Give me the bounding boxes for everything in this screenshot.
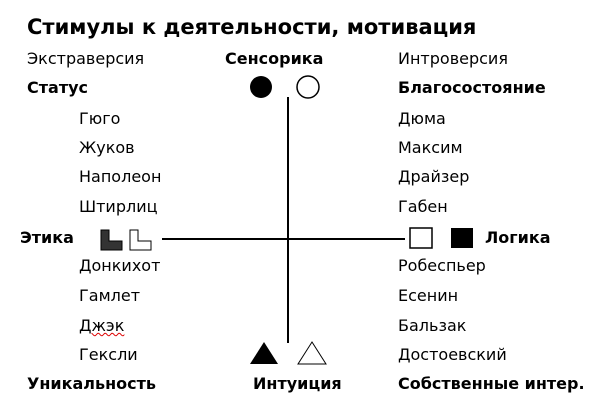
filled-l-shape-icon: [100, 229, 123, 251]
sensorics-label: Сенсорика: [225, 49, 324, 68]
list-item: Достоевский: [398, 345, 507, 364]
empty-l-shape-icon: [129, 229, 152, 251]
list-item: Драйзер: [398, 167, 470, 186]
filled-triangle-icon: [250, 342, 278, 364]
list-item: Робеспьер: [398, 256, 486, 275]
filled-square-icon: [451, 228, 473, 248]
horizontal-axis-line: [162, 238, 405, 240]
list-item: Наполеон: [79, 167, 162, 186]
list-item: Донкихот: [79, 256, 161, 275]
ethics-label: Этика: [20, 228, 74, 247]
list-item: Джэк: [79, 316, 125, 335]
list-item: Штирлиц: [79, 197, 158, 216]
filled-circle-icon: [250, 76, 272, 98]
empty-square-icon: [409, 227, 433, 249]
own-interests-label: Собственные интер.: [398, 374, 585, 393]
status-label: Статус: [27, 78, 88, 97]
intuition-label: Интуиция: [253, 374, 342, 393]
wellbeing-label: Благосостояние: [398, 78, 546, 97]
uniqueness-label: Уникальность: [27, 374, 157, 393]
list-item: Максим: [398, 138, 463, 157]
list-item: Есенин: [398, 286, 459, 305]
list-item: Гексли: [79, 345, 138, 364]
list-item: Бальзак: [398, 316, 467, 335]
list-item: Гамлет: [79, 286, 141, 305]
extraversion-label: Экстраверсия: [27, 49, 145, 68]
logic-label: Логика: [485, 228, 551, 247]
empty-circle-icon: [296, 75, 320, 99]
list-item: Габен: [398, 197, 448, 216]
list-item: Дюма: [398, 109, 446, 128]
list-item: Жуков: [79, 138, 135, 157]
introversion-label: Интроверсия: [398, 49, 508, 68]
diagram-title: Стимулы к деятельности, мотивация: [27, 15, 477, 39]
vertical-axis-line: [287, 97, 289, 343]
list-item: Гюго: [79, 109, 121, 128]
empty-triangle-icon: [297, 341, 327, 365]
